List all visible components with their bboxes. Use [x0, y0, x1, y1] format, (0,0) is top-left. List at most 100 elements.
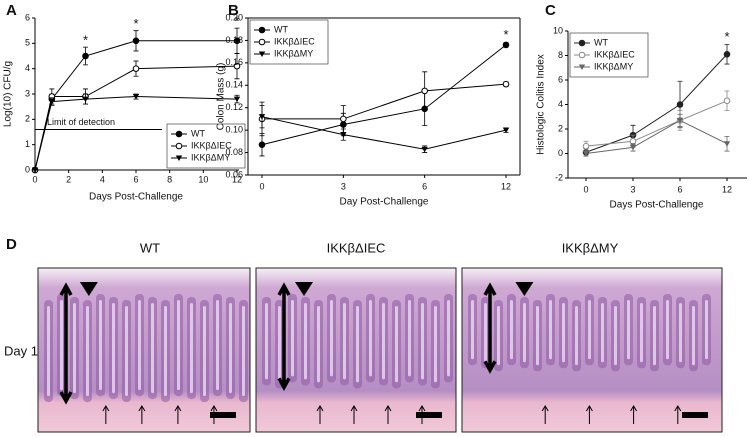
arrow: [102, 405, 110, 424]
marker: [233, 37, 241, 45]
crypt-lumen: [434, 306, 437, 383]
series-line: [262, 83, 507, 120]
arrow: [630, 405, 638, 424]
y-tick-label: 0: [25, 164, 30, 174]
marker: [578, 51, 586, 59]
marker: [258, 38, 266, 46]
crypt-lumen: [601, 303, 604, 363]
marker: [502, 127, 510, 134]
crypt-lumen: [164, 306, 167, 397]
y-tick-label: 0.12: [225, 102, 243, 112]
arrowhead: [515, 282, 534, 296]
marker: [31, 167, 39, 173]
crypt-lumen: [510, 300, 513, 360]
arrowhead: [295, 282, 313, 296]
arrowhead: [79, 282, 98, 296]
arrow: [674, 405, 682, 424]
marker: [132, 94, 140, 100]
marker: [723, 97, 731, 105]
crypt-lumen: [112, 303, 115, 394]
row-title: Day 12: [4, 343, 45, 358]
significance: *: [724, 29, 729, 44]
y-axis-title: Colon Mass (g): [216, 63, 227, 131]
legend-label: IKKβΔMY: [191, 152, 230, 162]
x-tick-label: 3: [341, 181, 346, 191]
crypt-lumen: [151, 303, 154, 394]
legend-label: WT: [274, 24, 288, 34]
crypt-lumen: [216, 300, 219, 391]
marker: [676, 101, 684, 108]
crypt-lumen: [614, 306, 617, 366]
legend-label: IKKβΔIEC: [274, 36, 315, 46]
arrow: [384, 405, 392, 424]
crypt-lumen: [421, 303, 424, 380]
marker: [258, 141, 266, 149]
significance: *: [503, 27, 508, 42]
crypt-lumen: [229, 303, 232, 394]
annotation: Limit of detection: [47, 117, 115, 127]
crypt-lumen: [86, 306, 89, 397]
y-tick-label: 0.20: [225, 12, 243, 22]
y-tick-label: 0.16: [225, 57, 243, 67]
marker: [578, 64, 586, 70]
crypt-lumen: [356, 306, 359, 383]
crypt-lumen: [330, 300, 333, 377]
crypt-lumen: [125, 306, 128, 397]
scale-bar: [416, 412, 442, 418]
marker: [723, 50, 731, 58]
crypt-lumen: [471, 300, 474, 360]
double-arrow: [277, 282, 291, 392]
y-tick-label: 0.08: [225, 147, 243, 157]
x-tick-label: 0: [583, 184, 588, 194]
crypt-lumen: [242, 306, 245, 397]
column-title: WT: [140, 240, 160, 255]
marker: [233, 96, 241, 103]
y-axis-title: Histologic Colitis Index: [536, 54, 547, 155]
crypt-lumen: [73, 303, 76, 394]
crypt-lumen: [640, 303, 643, 363]
significance: *: [234, 14, 239, 29]
marker: [132, 37, 140, 45]
column-title: IKKβΔIEC: [327, 240, 386, 255]
arrow: [138, 405, 146, 424]
marker: [82, 52, 89, 60]
y-tick-label: 3: [25, 88, 30, 98]
crypt-lumen: [138, 300, 141, 391]
y-tick-label: 5: [25, 38, 30, 48]
x-tick-label: 6: [133, 174, 138, 184]
marker: [421, 146, 428, 153]
double-arrow: [483, 282, 497, 374]
series-line: [261, 44, 507, 146]
x-tick-label: 12: [232, 174, 242, 184]
crypt-lumen: [447, 300, 450, 377]
double-arrow: [59, 282, 73, 405]
marker: [233, 62, 241, 70]
arrow: [585, 405, 593, 424]
crypt-lumen: [190, 303, 193, 394]
marker: [132, 65, 140, 72]
marker: [629, 144, 637, 151]
crypt-lumen: [497, 306, 500, 366]
crypt-lumen: [588, 300, 591, 360]
y-tick-label: 0: [558, 148, 563, 158]
y-tick-label: 0.14: [225, 80, 243, 90]
crypt-lumen: [562, 303, 565, 363]
y-axis-title: Log(10) CFU/g: [3, 61, 14, 127]
marker: [82, 96, 89, 103]
series-line: [585, 100, 728, 147]
panel-label: C: [545, 2, 556, 19]
crypt-lumen: [395, 306, 398, 383]
x-tick-label: 3: [630, 184, 635, 194]
legend-label: IKKβΔIEC: [191, 140, 232, 150]
legend-label: WT: [191, 128, 205, 138]
significance: *: [133, 16, 138, 31]
panel-label: D: [6, 236, 17, 253]
crypt-lumen: [291, 300, 294, 377]
marker: [676, 117, 684, 124]
crypt-lumen: [653, 306, 656, 366]
crypt-lumen: [575, 306, 578, 366]
arrow: [316, 405, 324, 424]
crypt-lumen: [666, 300, 669, 360]
y-tick-label: 2: [25, 114, 30, 124]
